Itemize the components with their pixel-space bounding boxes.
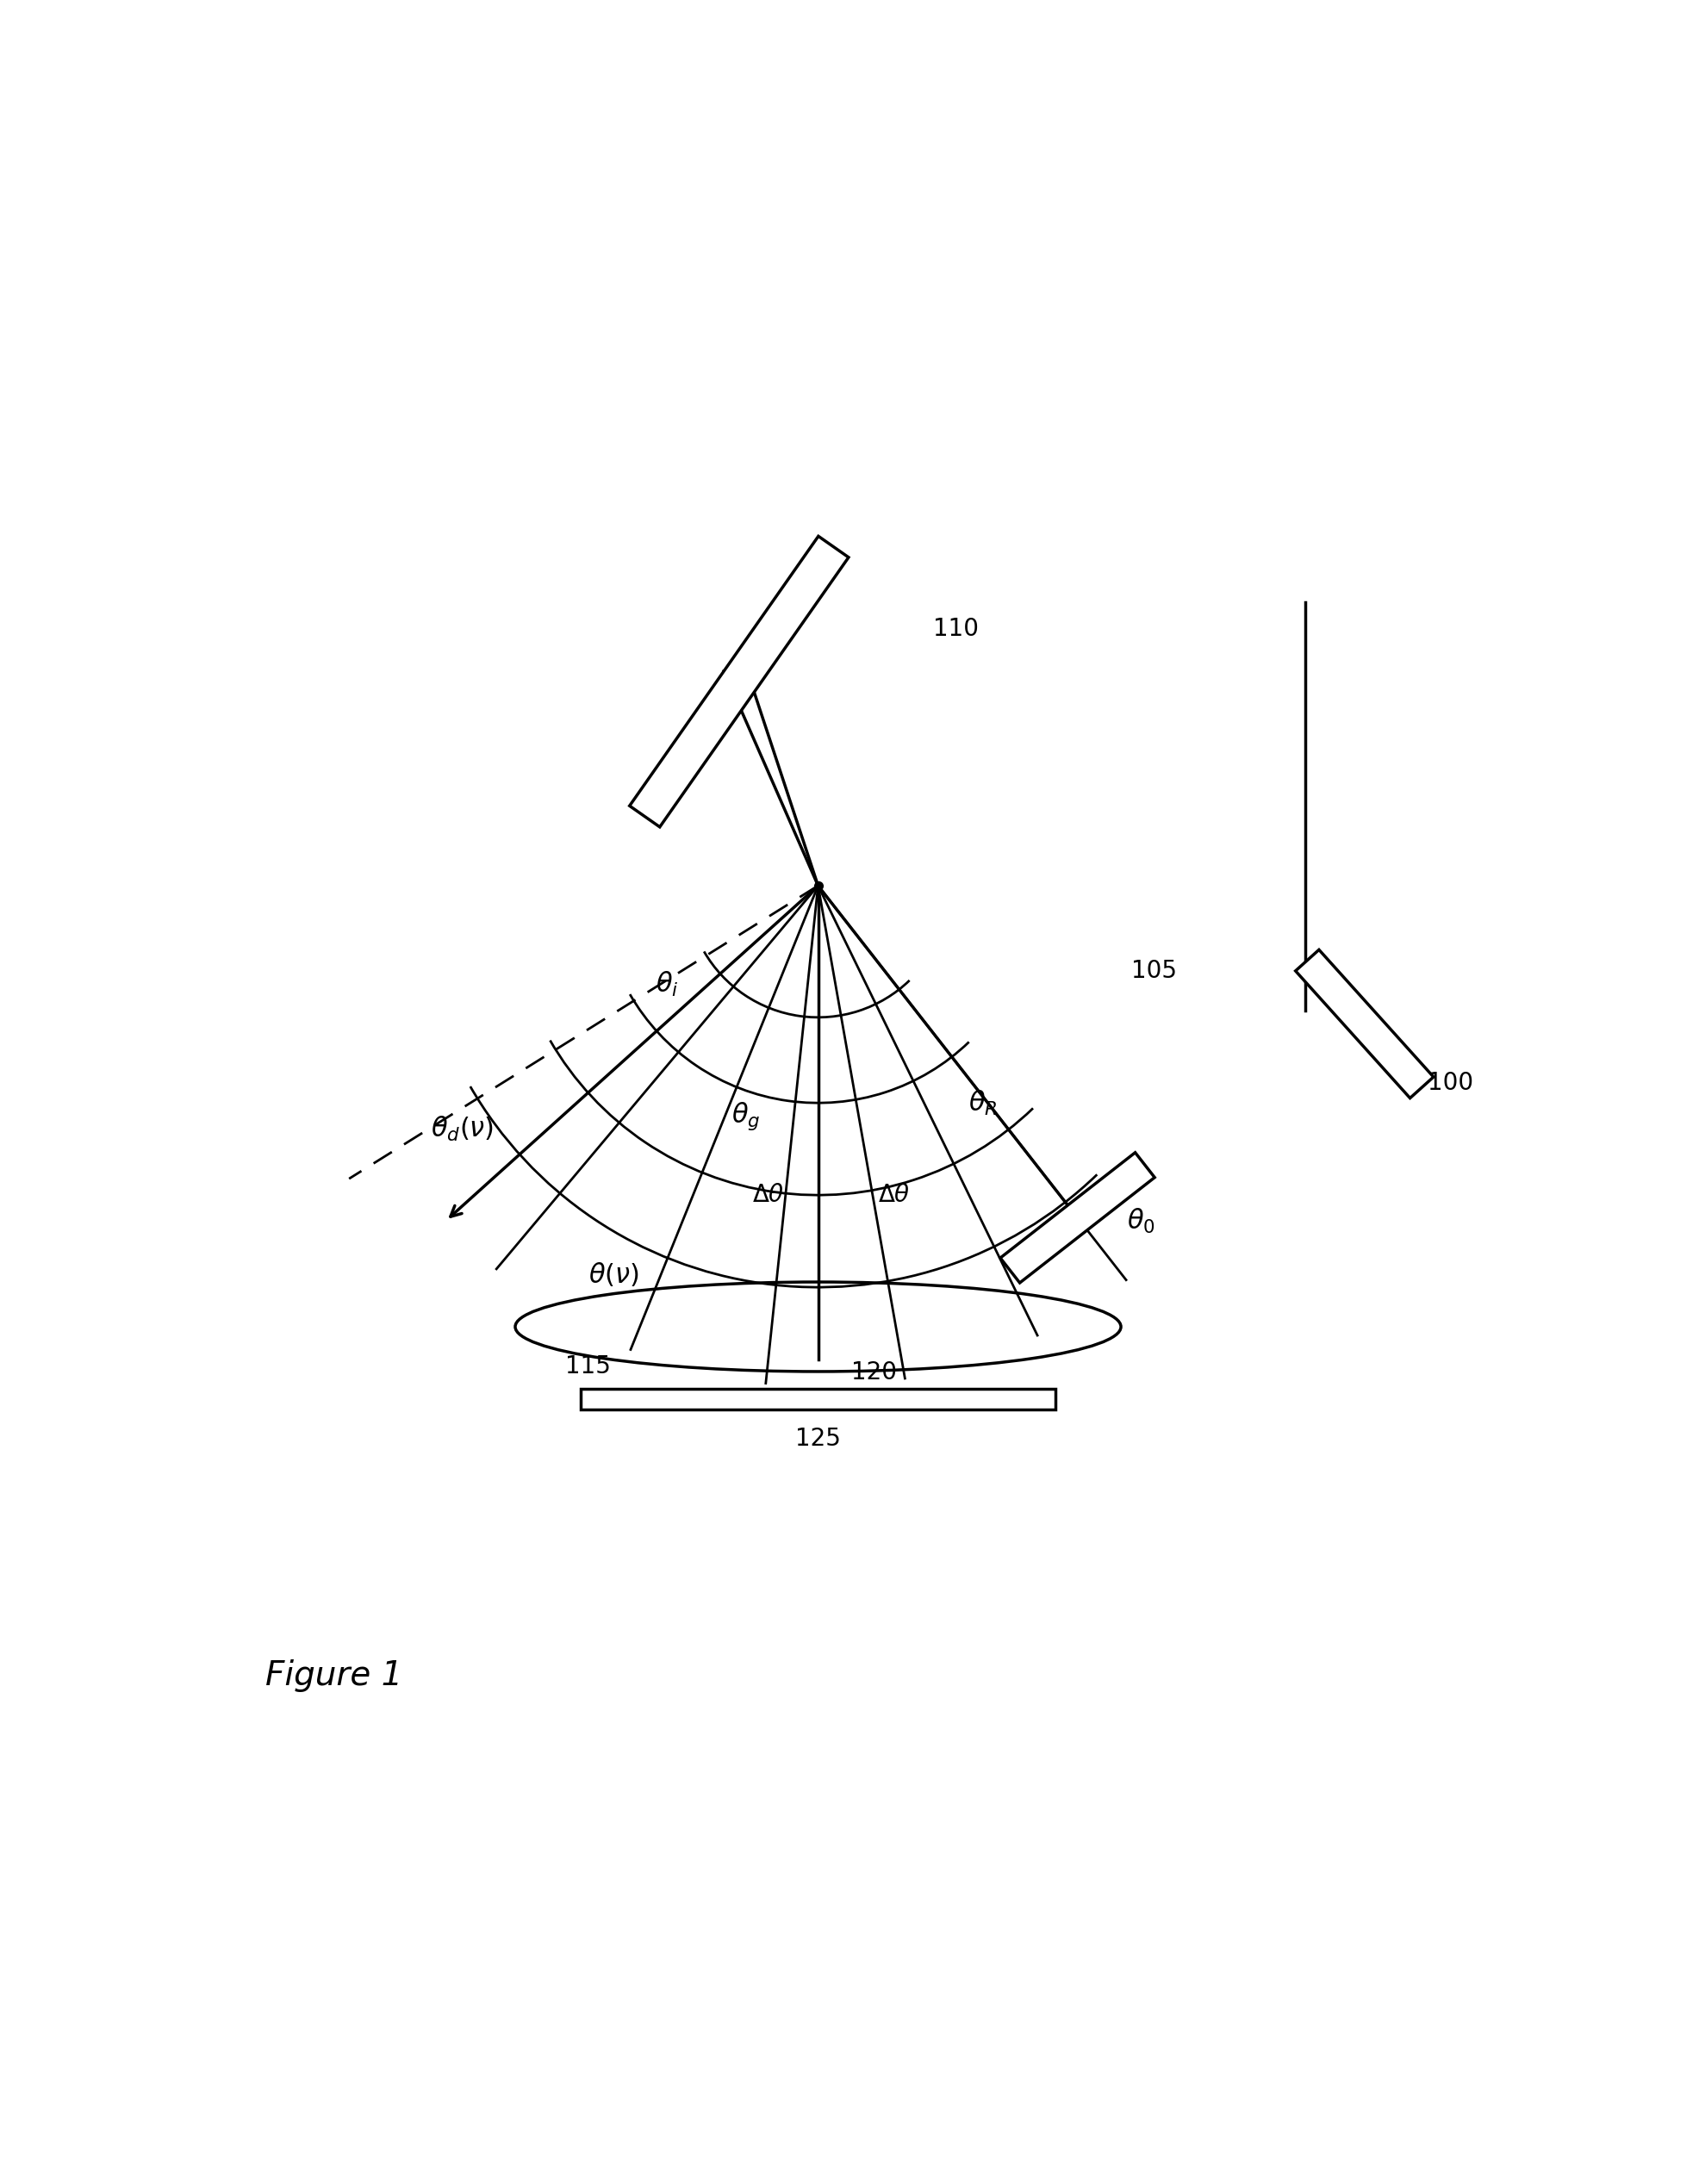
Text: $\theta_R$: $\theta_R$ bbox=[968, 1088, 997, 1118]
Text: Figure 1: Figure 1 bbox=[265, 1660, 403, 1693]
Ellipse shape bbox=[515, 1282, 1121, 1372]
Text: $\Delta\theta$: $\Delta\theta$ bbox=[878, 1184, 911, 1208]
Text: $\theta(\nu)$: $\theta(\nu)$ bbox=[588, 1260, 639, 1289]
Polygon shape bbox=[1296, 950, 1434, 1099]
Text: 125: 125 bbox=[795, 1426, 841, 1450]
Text: 120: 120 bbox=[851, 1361, 897, 1385]
Text: 110: 110 bbox=[933, 616, 979, 640]
Text: 115: 115 bbox=[564, 1354, 610, 1378]
Polygon shape bbox=[1001, 1153, 1155, 1282]
Text: $\Delta\theta$: $\Delta\theta$ bbox=[753, 1184, 785, 1208]
Text: $\theta_i$: $\theta_i$ bbox=[656, 970, 678, 998]
Text: $\theta_0$: $\theta_0$ bbox=[1126, 1208, 1155, 1236]
Text: $\theta_d(\nu)$: $\theta_d(\nu)$ bbox=[432, 1116, 494, 1144]
Bar bbox=[581, 1389, 1055, 1409]
Text: 105: 105 bbox=[1132, 959, 1177, 983]
Text: $\theta_g$: $\theta_g$ bbox=[731, 1101, 759, 1131]
Text: 100: 100 bbox=[1427, 1070, 1473, 1094]
Polygon shape bbox=[630, 537, 848, 828]
